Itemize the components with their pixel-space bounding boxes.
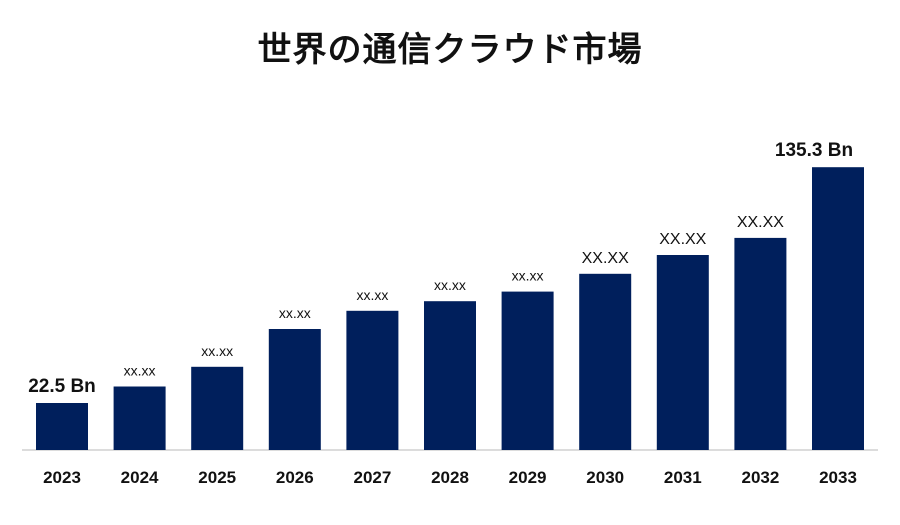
- x-tick-label-2024: 2024: [121, 468, 159, 487]
- data-label-2025: xx.xx: [201, 343, 233, 359]
- x-tick-label-2025: 2025: [198, 468, 236, 487]
- bar-2031: [656, 255, 709, 450]
- bar-2023: [36, 403, 88, 450]
- bar-2025: [191, 366, 244, 450]
- data-label-2024: xx.xx: [124, 363, 156, 379]
- x-tick-label-2026: 2026: [276, 468, 314, 487]
- x-tick-label-2031: 2031: [664, 468, 702, 487]
- bars-layer: [36, 167, 864, 450]
- bar-2029: [501, 291, 554, 450]
- x-tick-labels-layer: 2023 2024 2025 2026 2027 2028 2029 2030 2031 2032…: [43, 468, 857, 487]
- bar-2026: [268, 329, 321, 450]
- bar-2024: [113, 386, 166, 450]
- data-label-2031: XX.XX: [659, 231, 706, 248]
- x-tick-label-2030: 2030: [586, 468, 624, 487]
- data-label-2026: xx.xx: [279, 305, 311, 321]
- data-label-2033: 135.3 Bn: [775, 140, 853, 161]
- data-label-2029: xx.xx: [512, 268, 544, 284]
- x-tick-label-2033: 2033: [819, 468, 857, 487]
- x-tick-label-2029: 2029: [509, 468, 547, 487]
- data-label-2030: XX.XX: [582, 250, 629, 267]
- data-label-2027: xx.xx: [356, 287, 388, 303]
- bar-2032: [734, 237, 787, 450]
- data-label-2023: 22.5 Bn: [28, 376, 96, 397]
- bar-2030: [579, 273, 632, 450]
- bar-2028: [424, 301, 476, 450]
- data-label-2028: xx.xx: [434, 277, 466, 293]
- data-label-2032: XX.XX: [737, 214, 784, 231]
- x-tick-label-2032: 2032: [741, 468, 779, 487]
- bar-2033: [812, 167, 864, 450]
- x-tick-label-2023: 2023: [43, 468, 81, 487]
- bar-2027: [346, 310, 399, 450]
- chart-title: 世界の通信クラウド市場: [257, 30, 643, 70]
- x-tick-label-2027: 2027: [353, 468, 391, 487]
- data-labels-layer: 22.5 Bn xx.xx xx.xx xx.xx xx.xx xx.xx xx.xx XX.…: [28, 140, 853, 397]
- x-tick-label-2028: 2028: [431, 468, 469, 487]
